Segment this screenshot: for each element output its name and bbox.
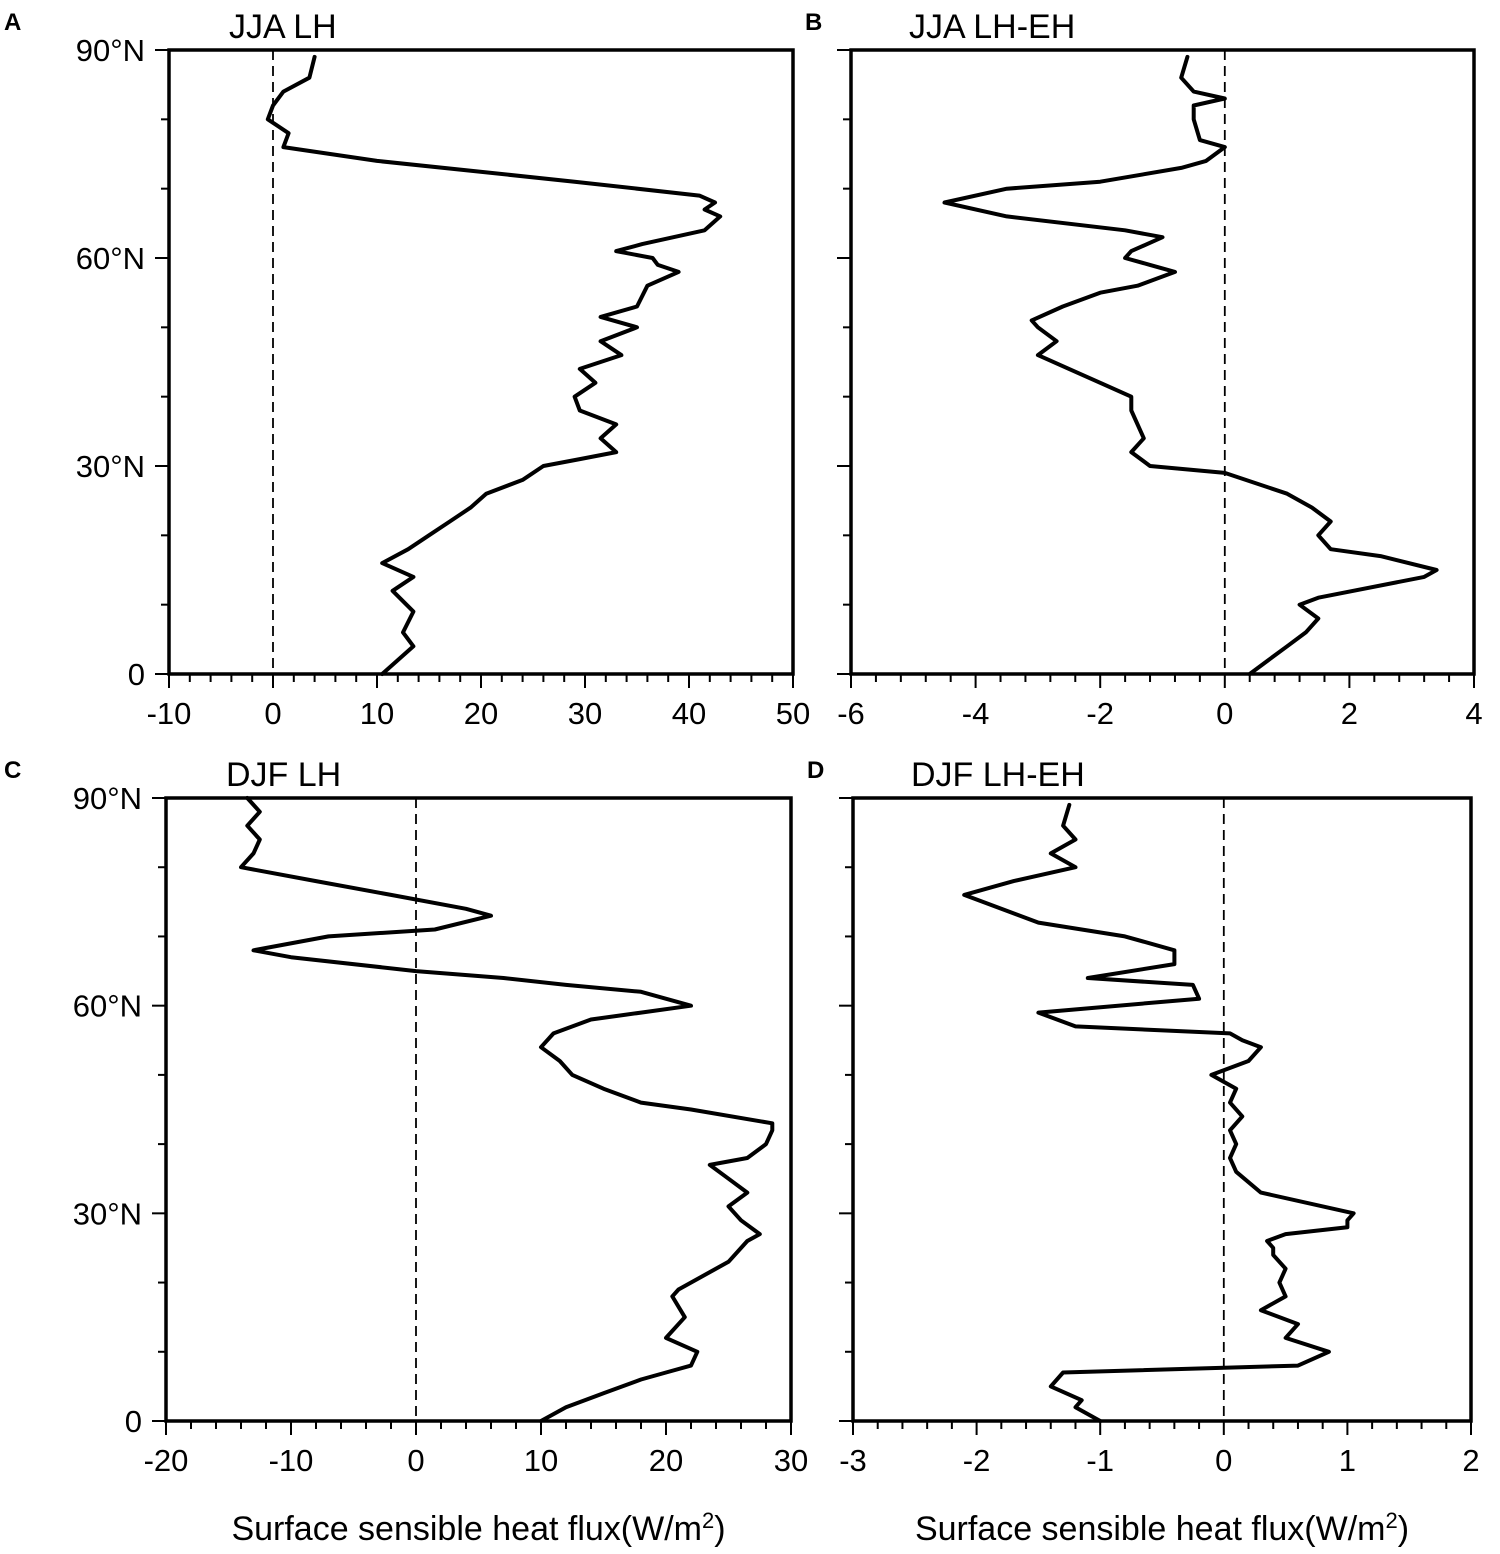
panel-letter: A: [4, 9, 21, 36]
y-tick-label: 30°N: [76, 449, 145, 484]
plot-frame: [164, 796, 793, 1423]
x-tick-label: 0: [1215, 1443, 1232, 1478]
xlabel-superscript: 2: [1385, 1508, 1397, 1533]
panel-letter: C: [4, 757, 21, 784]
x-tick-label: -4: [962, 696, 990, 731]
x-tick-label: 2: [1341, 696, 1358, 731]
xlabel-close: ): [714, 1510, 725, 1548]
x-tick-label: -6: [837, 696, 865, 731]
panel-title: DJF LH: [226, 756, 341, 794]
xlabel-text: Surface sensible heat flux(W/m: [915, 1510, 1386, 1548]
x-tick-label: 10: [524, 1443, 558, 1478]
y-tick-label: 60°N: [73, 989, 142, 1024]
y-tick-label: 90°N: [76, 33, 145, 68]
xlabel-close: ): [1398, 1510, 1409, 1548]
panel-title: JJA LH-EH: [909, 8, 1075, 46]
y-tick-label: 90°N: [73, 781, 142, 816]
x-tick-label: -1: [1086, 1443, 1114, 1478]
panel-d: D DJF LH-EH -3 -2 -1 0 1 2: [807, 756, 1480, 1478]
panel-letter: D: [807, 757, 824, 784]
x-tick-label: 50: [776, 696, 810, 731]
panel-c: C DJF LH -20 -10 0 10 20 30 0 30°N 60°N 90°N: [4, 756, 808, 1478]
y-tick-label: 30°N: [73, 1196, 142, 1231]
plot-frame: [167, 48, 795, 676]
panel-title: DJF LH-EH: [911, 756, 1085, 794]
x-tick-label: 4: [1465, 696, 1482, 731]
x-tick-label: -20: [144, 1443, 189, 1478]
x-tick-label: 0: [407, 1443, 424, 1478]
xlabel-right: Surface sensible heat flux(W/m2): [915, 1508, 1409, 1548]
xlabel-left: Surface sensible heat flux(W/m2): [231, 1508, 725, 1548]
plot-frame: [851, 796, 1473, 1423]
x-tick-label: 30: [568, 696, 602, 731]
plot-frame: [849, 48, 1476, 676]
y-tick-label: 0: [128, 657, 145, 692]
x-tick-label: 40: [672, 696, 706, 731]
series-line: [239, 796, 775, 1423]
x-tick-label: 1: [1339, 1443, 1356, 1478]
x-tick-label: -10: [269, 1443, 314, 1478]
y-tick-label: 0: [125, 1404, 142, 1439]
x-tick-label: 20: [464, 696, 498, 731]
x-tick-label: 0: [264, 696, 281, 731]
xlabel-superscript: 2: [702, 1508, 714, 1533]
x-tick-label: -2: [963, 1443, 991, 1478]
x-tick-label: 2: [1462, 1443, 1479, 1478]
x-tick-label: -3: [839, 1443, 867, 1478]
x-tick-label: -2: [1086, 696, 1114, 731]
x-tick-label: 20: [649, 1443, 683, 1478]
series-line: [265, 54, 723, 676]
y-tick-label: 60°N: [76, 241, 145, 276]
x-tick-label: 30: [774, 1443, 808, 1478]
xlabel-text: Surface sensible heat flux(W/m: [231, 1510, 702, 1548]
panel-title: JJA LH: [229, 8, 337, 46]
panel-letter: B: [805, 9, 822, 36]
x-tick-label: 10: [360, 696, 394, 731]
panel-b: B JJA LH-EH -6 -4 -2 0 2 4: [805, 8, 1483, 731]
x-tick-label: 0: [1216, 696, 1233, 731]
series-line: [962, 802, 1356, 1423]
series-line: [942, 54, 1439, 676]
x-tick-label: -10: [147, 696, 192, 731]
